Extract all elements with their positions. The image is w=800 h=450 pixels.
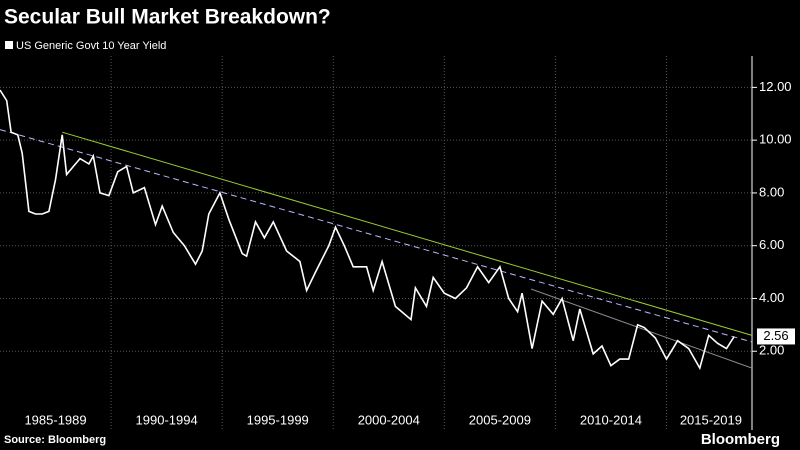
x-tick-label: 1985-1989 xyxy=(24,412,86,427)
x-tick-label: 2005-2009 xyxy=(469,412,531,427)
trend-line xyxy=(62,131,753,336)
x-tick-label: 2015-2019 xyxy=(680,412,742,427)
y-tick-label: 6.00 xyxy=(759,237,784,252)
y-tick-label: 12.00 xyxy=(759,79,792,94)
last-value-label: 2.56 xyxy=(763,328,788,343)
x-tick-label: 2010-2014 xyxy=(580,412,642,427)
y-tick-label: 4.00 xyxy=(759,290,784,305)
legend-label: US Generic Govt 10 Year Yield xyxy=(16,40,166,52)
legend-swatch xyxy=(5,41,13,49)
brand: Bloomberg xyxy=(701,431,780,448)
y-tick-label: 10.00 xyxy=(759,132,792,147)
last-value-box xyxy=(757,328,795,345)
yield-line xyxy=(0,89,735,371)
trend-line xyxy=(0,129,753,343)
trend-line xyxy=(530,288,753,369)
chart-title: Secular Bull Market Breakdown? xyxy=(4,6,331,29)
x-tick-label: 1990-1994 xyxy=(136,412,198,427)
y-tick-label: 2.00 xyxy=(759,343,784,358)
source: Source: Bloomberg xyxy=(4,434,106,446)
x-tick-label: 1995-1999 xyxy=(247,412,309,427)
y-tick-label: 8.00 xyxy=(759,184,784,199)
x-tick-label: 2000-2004 xyxy=(358,412,420,427)
